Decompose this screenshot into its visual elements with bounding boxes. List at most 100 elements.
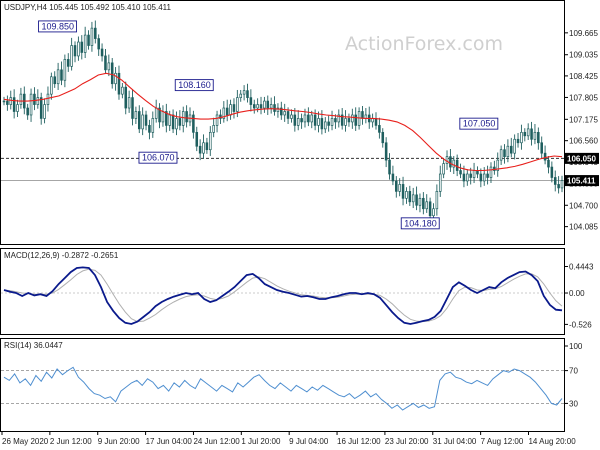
candle-body [63,59,67,81]
candle-body [219,114,222,119]
candle-body [87,34,90,46]
price-panel-title: USDJPY,H4 105.445 105.492 105.410 105.41… [4,3,172,12]
rsi-panel: RSI(14) 36.0447 100 70 30 [0,338,583,432]
candle-body [327,121,330,126]
candle-body [395,180,398,192]
candle-body [222,107,226,119]
candle-body [171,114,175,130]
candle-body [124,86,128,109]
rsi-line [3,366,563,411]
candle-body [317,118,320,126]
candle-body [100,48,104,57]
candle-body [215,114,219,126]
candle-body [537,131,540,144]
candle-body [432,208,435,217]
callout-box [138,151,178,164]
candle-body [540,142,543,154]
candle-body [516,138,520,144]
candle-body [293,114,297,126]
callout-label: 109.850 [42,21,75,31]
candle-body [486,173,489,178]
candle-body [29,93,33,116]
price-tag-label: 106.050 [567,154,596,163]
candle-body [354,114,357,126]
candle-body [290,114,293,119]
candle-body [185,111,188,123]
candle-body [422,197,425,210]
candle-body [26,107,29,116]
candle-body [181,111,185,126]
macd-y-tick-label: -0.526 [569,320,592,329]
candles [2,20,564,222]
candle-body [144,114,148,126]
candle-body [310,114,314,123]
candle-body [56,69,60,85]
candle-body [36,97,40,105]
price-tag-label: 105.411 [567,177,596,186]
macd-lines [3,266,563,325]
price-y-tick-label: 106.560 [569,137,598,146]
candle-body [442,163,445,175]
x-tick-label: 26 May 2020 [2,437,49,446]
price-y-tick-label: 109.665 [569,29,598,38]
rsi-y-axis: 100 70 30 [1,342,583,408]
macd-panel: MACD(12,26,9) -0.2872 -0.2651 0.4443 0.00… [0,248,594,335]
candle-body [110,62,114,85]
candle-body [2,100,6,103]
candle-body [16,104,19,112]
candle-body [154,107,158,119]
candle-body [418,197,422,206]
candle-body [496,159,500,171]
candle-body [256,104,259,109]
candle-body [371,118,374,123]
candle-body [266,100,270,109]
candle-body [209,131,212,151]
candle-body [547,159,550,168]
candle-body [560,180,564,189]
price-callouts: 109.850 108.160 106.070 104.180 107.050 [38,20,499,230]
candle-body [151,118,155,133]
candle-body [320,118,324,130]
candle-body [462,173,466,182]
macd-line [3,266,563,325]
candle-body [503,149,506,158]
callout-label: 108.160 [178,80,211,90]
candle-body [225,107,229,116]
candle-body [557,184,560,189]
candle-body [334,118,337,123]
candle-body [445,156,449,164]
candle-body [449,156,452,168]
candle-body [239,93,243,98]
candle-body [252,104,256,109]
rsi-y-tick-label: 100 [569,342,583,351]
candle-body [33,93,36,105]
candle-body [469,173,472,178]
candle-body [175,118,178,130]
rsi-line [3,366,563,411]
candle-body [192,114,195,133]
candle-body [472,170,476,178]
candle-body [330,118,334,126]
callout-label: 107.050 [463,119,496,129]
candle-body [77,41,80,57]
candle-body [509,145,513,154]
callout-box [400,217,440,230]
callout-box [174,79,214,92]
candle-body [526,128,530,137]
candle-body [158,107,161,123]
candle-body [141,114,144,130]
candle-body [242,90,246,95]
callout-box [38,20,77,33]
candle-body [66,59,70,67]
candle-body [374,118,378,126]
candle-body [303,114,307,123]
candle-body [12,97,16,112]
x-tick-label: 7 Aug 12:00 [481,437,524,446]
x-tick-label: 24 Jun 12:00 [193,437,240,446]
candle-body [391,173,395,182]
candle-body [530,128,533,140]
x-tick-label: 9 Jul 04:00 [289,437,329,446]
candle-body [19,93,23,105]
candle-body [121,86,124,95]
candle-body [198,145,202,154]
